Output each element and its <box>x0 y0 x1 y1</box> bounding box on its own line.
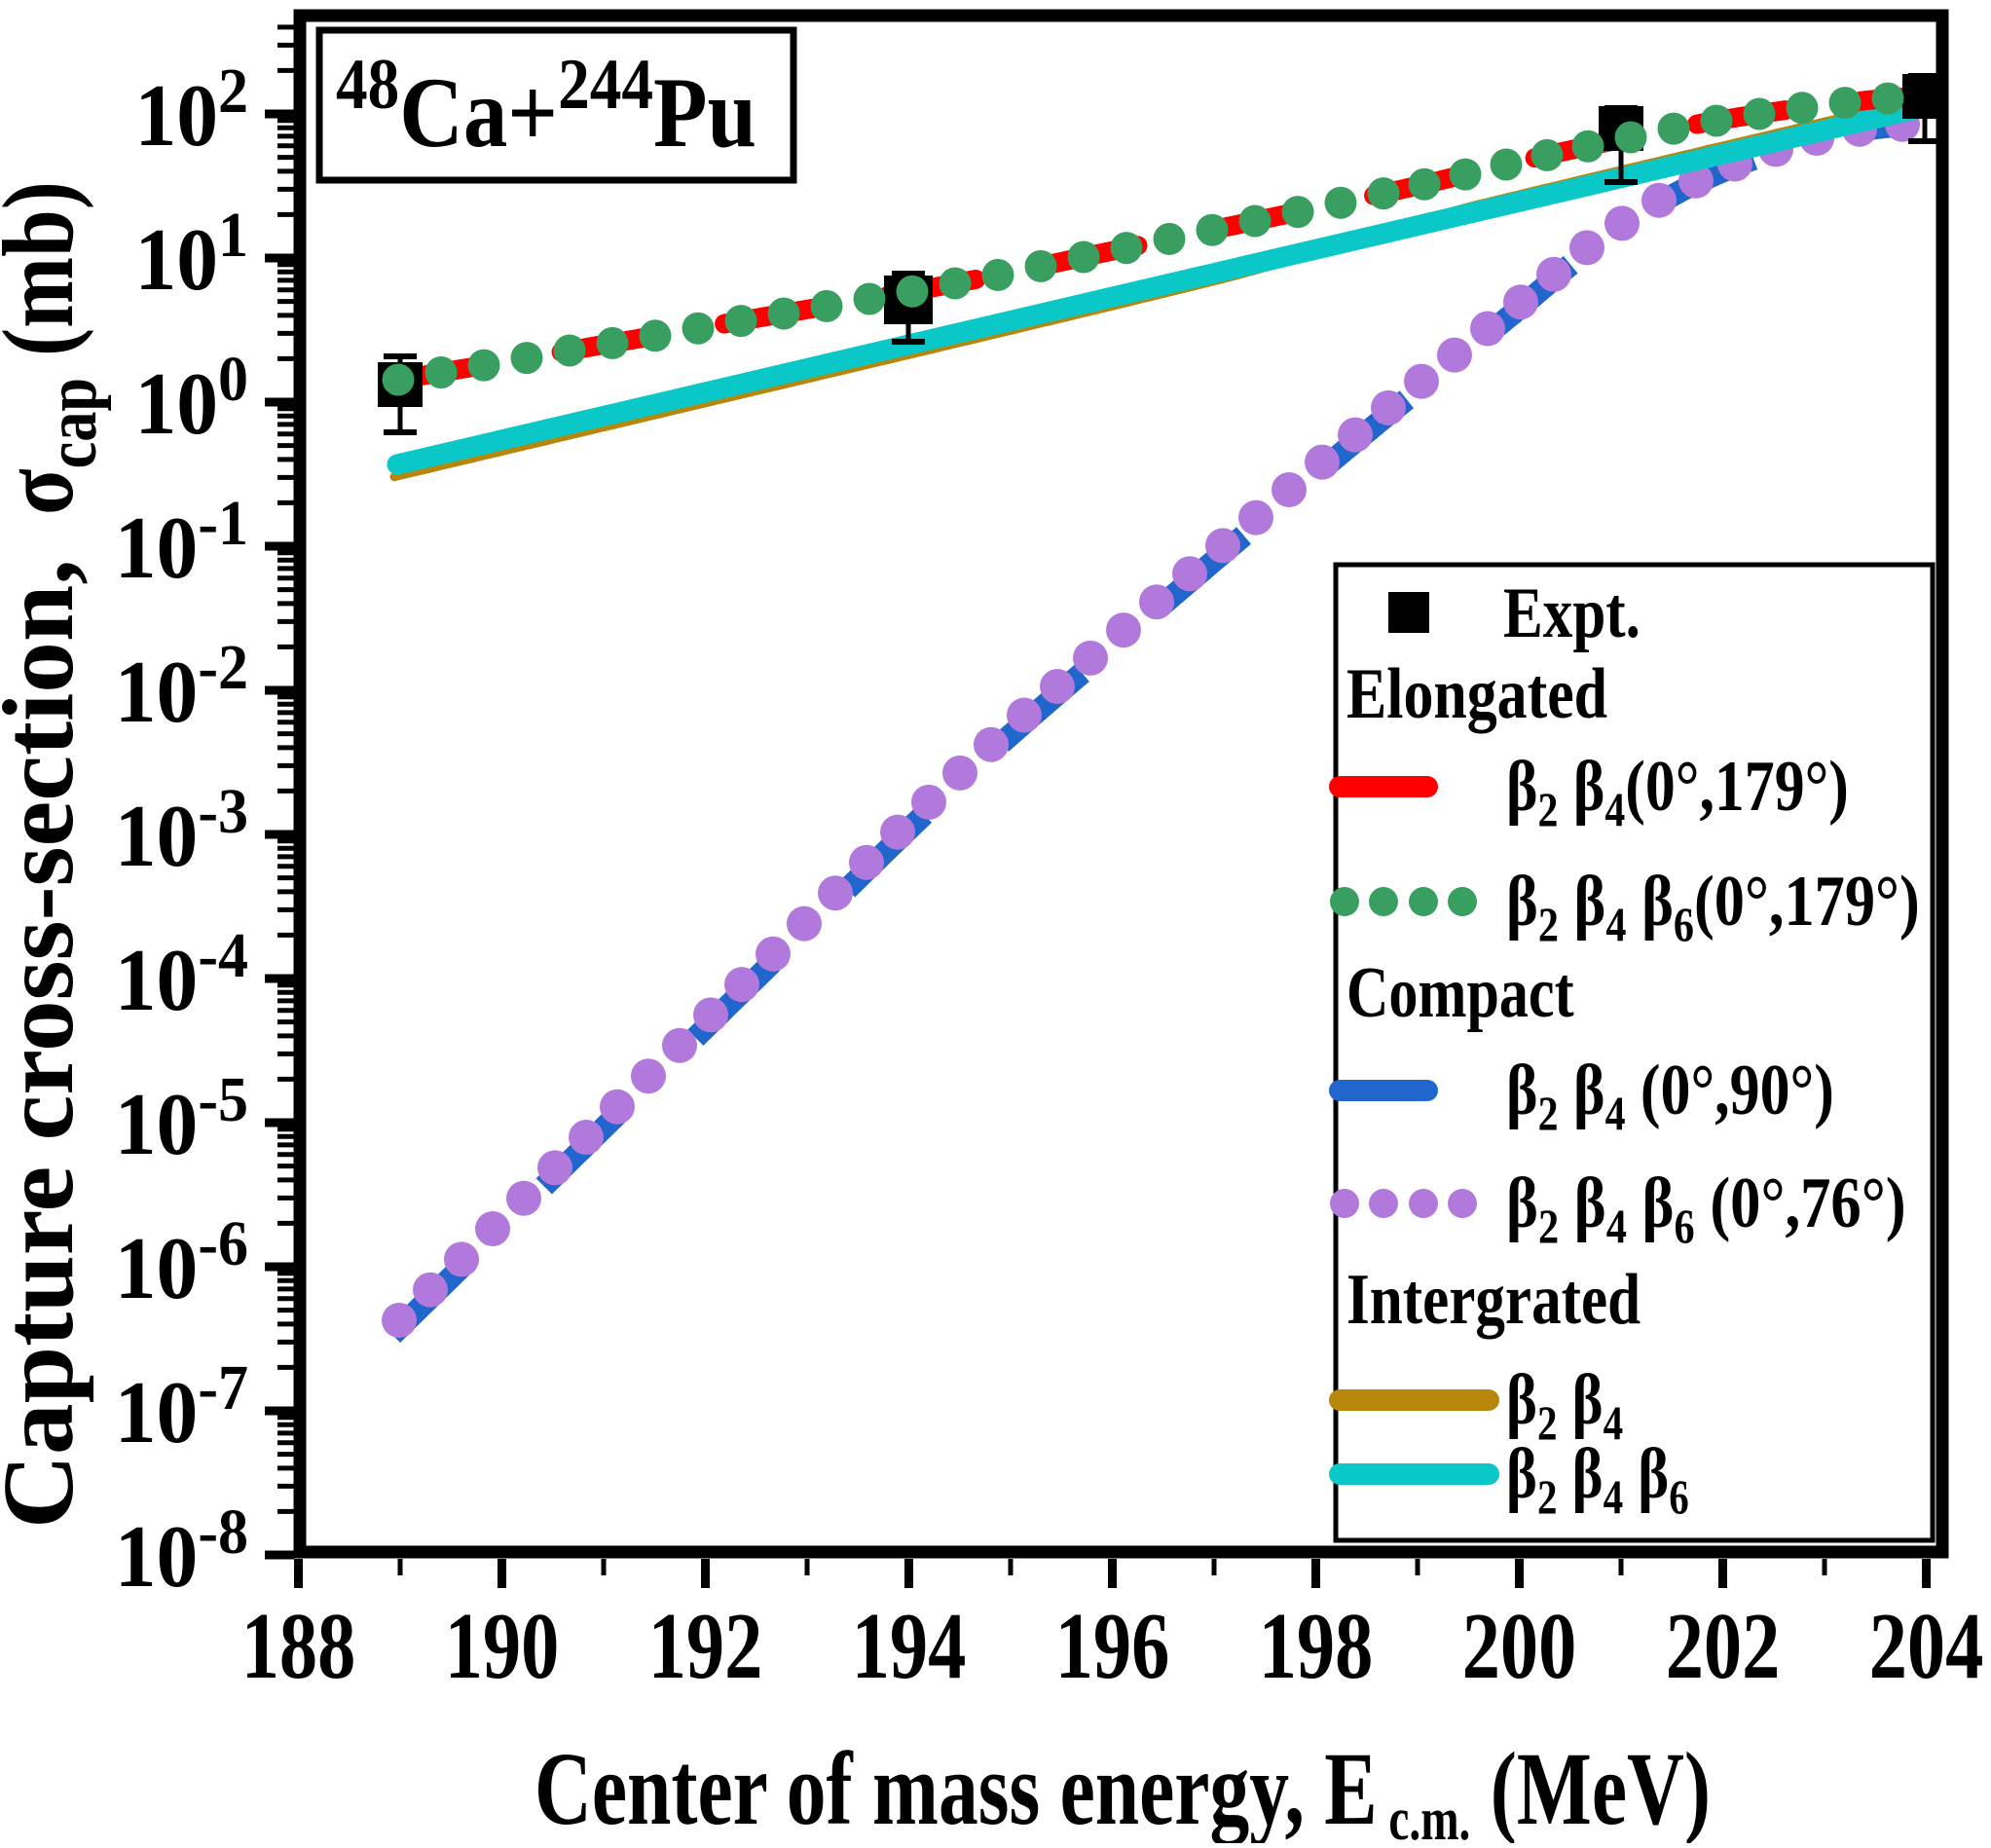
svg-text:10-4: 10-4 <box>115 919 248 1029</box>
svg-text:48Ca+244Pu: 48Ca+244Pu <box>336 45 756 168</box>
svg-text:Intergrated: Intergrated <box>1346 1260 1641 1340</box>
svg-text:Elongated: Elongated <box>1346 653 1607 733</box>
svg-text:β2 β4 β6: β2 β4 β6 <box>1506 1433 1689 1524</box>
svg-text:192: 192 <box>648 1594 763 1699</box>
svg-text:Capture cross-section,: Capture cross-section, <box>0 559 94 1529</box>
svg-text:β2 β4 (0°,90°): β2 β4 (0°,90°) <box>1506 1050 1834 1140</box>
svg-text:194: 194 <box>852 1594 967 1699</box>
svg-text:188: 188 <box>241 1594 356 1699</box>
svg-text:β2 β4: β2 β4 <box>1506 1359 1623 1450</box>
svg-text:β2 β4(0°,179°): β2 β4(0°,179°) <box>1506 746 1849 836</box>
svg-text:198: 198 <box>1259 1594 1374 1699</box>
svg-text:202: 202 <box>1666 1594 1781 1699</box>
svg-text:200: 200 <box>1462 1594 1577 1699</box>
svg-text:190: 190 <box>445 1594 560 1699</box>
svg-text:Compact: Compact <box>1346 952 1574 1032</box>
svg-text:204: 204 <box>1869 1594 1984 1699</box>
svg-text:β2 β4 β6 (0°,76°): β2 β4 β6 (0°,76°) <box>1506 1163 1906 1254</box>
svg-text:10-1: 10-1 <box>115 487 248 597</box>
svg-text:Center of mass energy, E c.m.: Center of mass energy, E c.m. (MeV) <box>535 1730 1711 1843</box>
svg-text:196: 196 <box>1055 1594 1170 1699</box>
svg-text:Expt.: Expt. <box>1503 573 1641 653</box>
svg-text:β2 β4 β6(0°,179°): β2 β4 β6(0°,179°) <box>1506 861 1920 952</box>
